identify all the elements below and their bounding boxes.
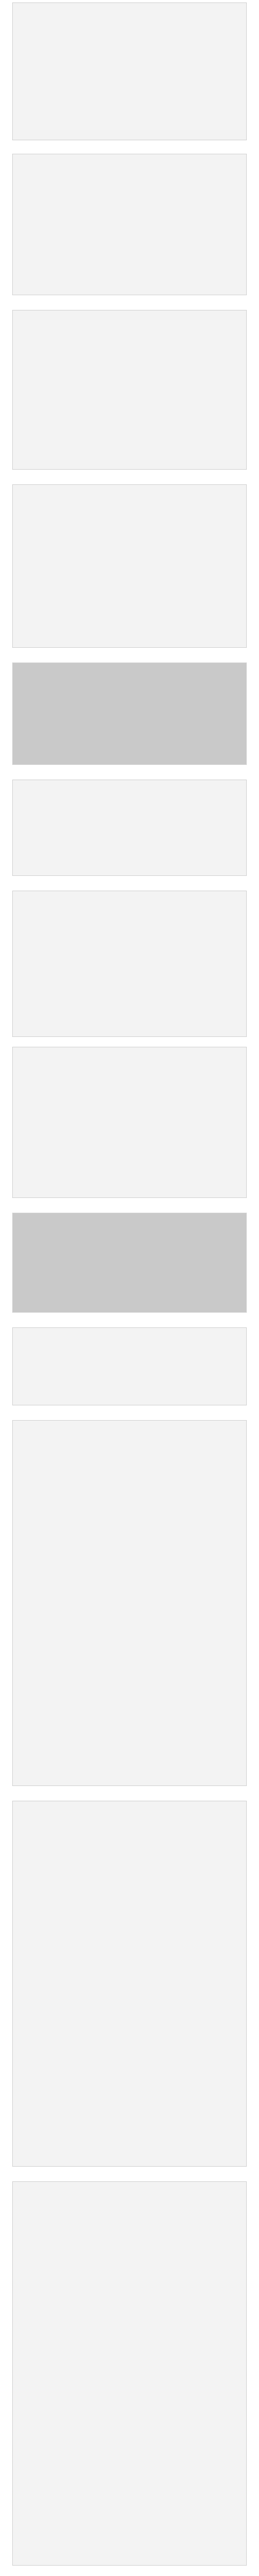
figure-10-graphic-b: [12, 1801, 247, 2167]
figure-8: [12, 1213, 247, 1313]
figure-9-graphic: [12, 1327, 247, 1405]
figure-8-photo: [12, 1213, 247, 1313]
figure-5-photo: [12, 662, 247, 765]
figure-10: [12, 1420, 247, 2566]
figure-4: [12, 484, 247, 648]
figure-1: [12, 2, 247, 140]
figure-2: [12, 154, 247, 295]
figure-5: [12, 662, 247, 765]
figure-9: [12, 1327, 247, 1405]
figure-3: [12, 310, 247, 470]
figure-1-graphic: [12, 2, 247, 140]
figure-3-graphic: [12, 310, 247, 470]
figure-2-graphic: [12, 154, 247, 295]
figure-4-graphic: [12, 484, 247, 648]
figure-10-graphic-c: [12, 2181, 247, 2566]
figure-7-graphic-a: [12, 891, 247, 1037]
figure-7: [12, 891, 247, 1198]
figure-10-graphic-a: [12, 1420, 247, 1786]
figure-6-graphic: [12, 780, 247, 876]
figure-7-graphic-b: [12, 1047, 247, 1198]
figure-6: [12, 780, 247, 876]
